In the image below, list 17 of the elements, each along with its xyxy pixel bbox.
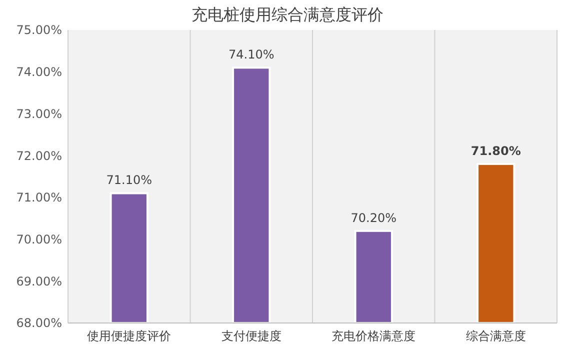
y-tick-label: 75.00% <box>16 23 62 38</box>
x-tick-label: 充电价格满意度 <box>332 329 416 343</box>
x-tick-label: 使用便捷度评价 <box>87 329 172 343</box>
y-tick-label: 72.00% <box>16 148 62 163</box>
y-tick-label: 71.00% <box>16 190 62 205</box>
y-tick-label: 74.00% <box>16 65 62 80</box>
x-tick-label: 综合满意度 <box>466 329 526 343</box>
data-label: 71.80% <box>470 144 521 158</box>
y-tick-label: 73.00% <box>16 106 62 121</box>
chart-title: 充电桩使用综合满意度评价 <box>192 5 384 24</box>
data-label: 70.20% <box>350 210 397 225</box>
x-tick-label: 支付便捷度 <box>221 329 282 343</box>
y-tick-label: 68.00% <box>16 316 62 330</box>
y-tick-label: 70.00% <box>16 232 62 246</box>
data-label: 74.10% <box>228 48 274 62</box>
y-tick-label: 69.00% <box>16 274 62 288</box>
data-label: 71.10% <box>106 173 152 188</box>
